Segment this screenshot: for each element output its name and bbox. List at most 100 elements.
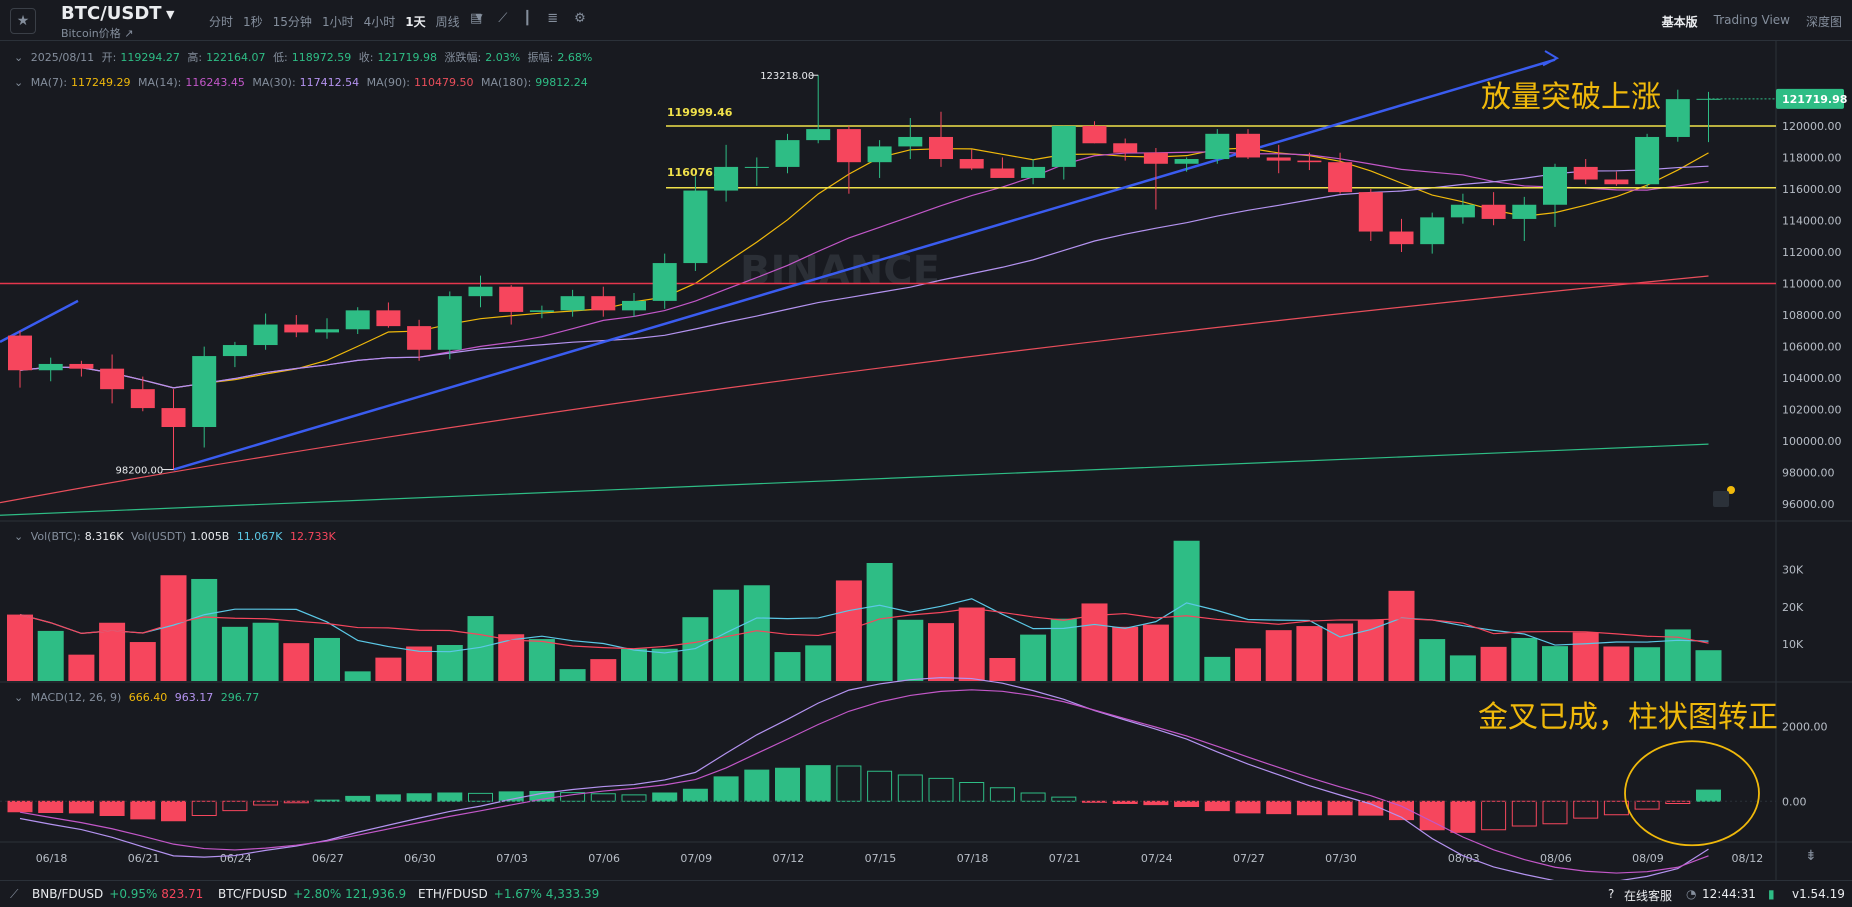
macd-histogram-bar <box>652 792 678 802</box>
candle-body <box>1635 136 1660 185</box>
macd-histogram-bar <box>7 800 33 813</box>
collapse-icon[interactable]: ⌄ <box>14 691 24 704</box>
interval-tab[interactable]: 15分钟 <box>272 15 312 29</box>
macd-histogram-bar <box>1296 800 1322 816</box>
volume-bar <box>1112 626 1139 681</box>
macd-histogram-bar <box>1051 796 1077 802</box>
candle-body <box>315 329 339 333</box>
pair-subtitle[interactable]: Bitcoin价格 ↗ <box>61 27 134 40</box>
volume-bar <box>1480 646 1507 681</box>
interval-tab[interactable]: 1小时 <box>321 15 354 29</box>
drawing-icon[interactable]: ⟋ <box>498 11 508 26</box>
candle-body <box>1113 143 1138 153</box>
open-value: 119294.27 <box>120 51 180 64</box>
macd-histogram-bar <box>161 800 186 822</box>
vol-usdt-value: 1.005B <box>190 530 230 543</box>
collapse-icon[interactable]: ⌄ <box>14 51 24 64</box>
collapse-icon[interactable]: ⌄ <box>14 530 24 543</box>
candle-body <box>499 286 524 312</box>
collapse-icon[interactable]: ⌄ <box>14 76 24 89</box>
help-icon[interactable]: ? <box>1608 887 1615 901</box>
macd-histogram-bar <box>1603 800 1629 816</box>
calendar-icon[interactable]: ▤ <box>470 11 483 26</box>
price-axis-label: 108000.00 <box>1782 309 1842 322</box>
trend-line <box>0 299 79 343</box>
ma14-value: 116243.45 <box>185 76 245 89</box>
volume-axis-label: 30K <box>1782 564 1804 577</box>
candle-body <box>591 296 616 311</box>
candle-body <box>8 335 32 371</box>
macd-histogram-bar <box>1235 800 1261 814</box>
candle-body <box>345 310 370 330</box>
macd-histogram-bar <box>590 793 616 802</box>
volume-bar <box>1664 629 1691 681</box>
date-axis-label: 07/09 <box>680 852 712 865</box>
volume-bar <box>1265 630 1292 681</box>
star-icon[interactable]: ★ <box>10 8 36 34</box>
candle-body <box>806 129 831 141</box>
candle-body <box>1696 98 1721 100</box>
high-value: 122164.07 <box>206 51 266 64</box>
candle-body <box>560 296 585 311</box>
settings-icon[interactable]: ⚙ <box>574 11 586 26</box>
interval-tab[interactable]: 分时 <box>209 15 234 29</box>
candle-body <box>836 129 861 163</box>
macd-histogram-bar <box>68 800 94 814</box>
macd-histogram-bar <box>375 794 401 802</box>
change-value: 2.03% <box>485 51 521 64</box>
low-value: 118972.59 <box>291 51 352 64</box>
bottom-bar: ⟋ BNB/FDUSD +0.95% 823.71 BTC/FDUSD +2.80%… <box>0 880 1852 907</box>
chart-area[interactable]: BINANCE120000.00118000.00116000.00114000… <box>0 41 1852 880</box>
candle-body <box>100 368 125 390</box>
interval-more-icon[interactable]: ▼ <box>475 13 483 23</box>
chevron-down-icon[interactable]: ▼ <box>166 8 175 21</box>
online-support-link[interactable]: 在线客服 <box>1624 889 1673 903</box>
ma90-line <box>0 275 1709 504</box>
date-axis-label: 07/18 <box>957 852 989 865</box>
macd-histogram-bar <box>928 777 954 802</box>
volume-bar <box>1020 634 1047 681</box>
candle-body <box>744 166 769 168</box>
annotation-golden-cross: 金叉已成，柱状图转正 <box>1478 700 1778 735</box>
volume-bar <box>344 671 371 681</box>
date-axis-label: 06/18 <box>36 852 68 865</box>
macd-histogram-bar <box>1174 800 1200 807</box>
trend-line <box>173 58 1556 471</box>
interval-tab[interactable]: 1秒 <box>243 15 263 29</box>
volume-bar <box>1634 647 1661 681</box>
candle-body <box>1021 166 1046 178</box>
candle-body <box>192 356 217 427</box>
macd-histogram-bar <box>406 793 432 802</box>
volume-bar <box>1173 540 1200 681</box>
candle-body <box>407 326 432 350</box>
interval-tab[interactable]: 4小时 <box>363 15 396 29</box>
candle-body <box>714 166 739 191</box>
macd-histogram-bar <box>1266 800 1292 815</box>
ma-info: ⌄ MA(7): 117249.29 MA(14): 116243.45 MA(30… <box>14 76 588 89</box>
date-axis-label: 08/09 <box>1632 852 1664 865</box>
interval-tab[interactable]: 周线 <box>435 15 460 29</box>
candle-type-icon[interactable]: ┃ <box>523 11 532 26</box>
interval-tab-active[interactable]: 1天 <box>405 15 426 29</box>
macd-histogram-bar <box>682 788 708 802</box>
ticker-item[interactable]: ETH/FDUSD +1.67% 4,333.39 <box>418 887 600 901</box>
interval-tabs: 分时 1秒 15分钟 1小时 4小时 1天 周线 ▼ <box>209 13 493 30</box>
macd-histogram-bar <box>1511 800 1537 827</box>
ticker-item[interactable]: BNB/FDUSD +0.95% 823.71 <box>32 887 204 901</box>
candle-body <box>1512 204 1537 219</box>
macd-histogram-bar <box>468 792 493 802</box>
tab-depth[interactable]: 深度图 <box>1805 15 1842 29</box>
volume-bar <box>375 657 402 681</box>
volume-bar <box>897 619 924 681</box>
tab-basic[interactable]: 基本版 <box>1661 15 1698 29</box>
date-axis-label: 07/03 <box>496 852 528 865</box>
indicators-icon[interactable]: ≣ <box>547 11 559 26</box>
tab-tradingview[interactable]: Trading View <box>1713 13 1790 27</box>
ticker-item[interactable]: BTC/FDUSD +2.80% 121,936.9 <box>218 887 407 901</box>
volume-bar <box>590 659 617 681</box>
volume-bar <box>559 669 586 681</box>
pair-title[interactable]: BTC/USDT <box>61 3 162 24</box>
candle-body <box>1205 133 1230 160</box>
volume-bar <box>1419 639 1446 681</box>
price-axis-label: 118000.00 <box>1782 151 1842 164</box>
